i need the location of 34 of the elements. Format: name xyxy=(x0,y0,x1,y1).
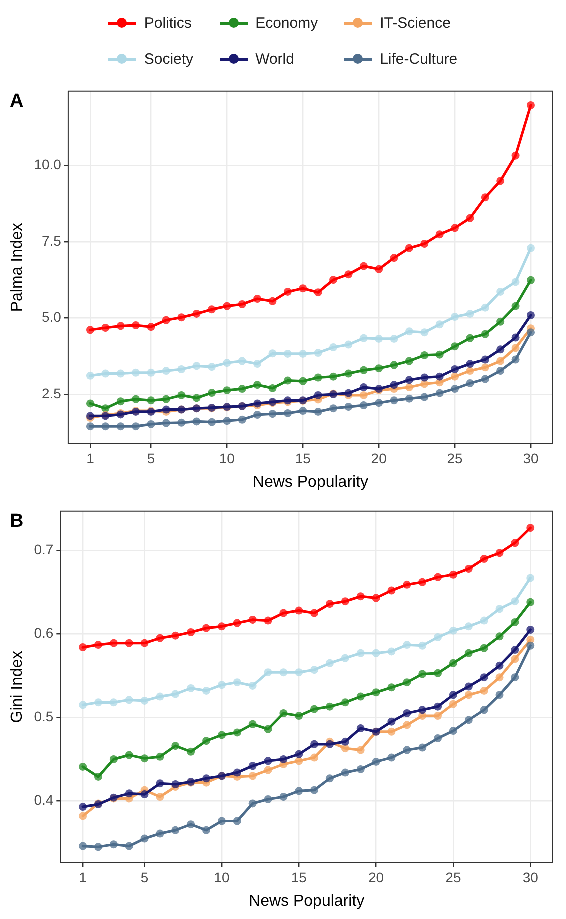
x-tick-label: 1 xyxy=(86,450,95,466)
x-tick-label: 5 xyxy=(147,450,156,466)
legend-label: IT-Science xyxy=(380,14,451,32)
y-axis-title: Palma Index xyxy=(9,223,26,312)
y-tick-label: 0.4 xyxy=(34,792,54,808)
y-tick-label: 5.0 xyxy=(42,309,62,326)
x-tick-label: 20 xyxy=(371,450,388,466)
x-tick-label: 30 xyxy=(522,869,539,886)
y-tick-label: 10.0 xyxy=(34,156,62,172)
x-tick-label: 30 xyxy=(523,450,539,466)
x-tick-label: 25 xyxy=(446,869,462,886)
legend-label: Life-Culture xyxy=(380,50,458,68)
x-tick-label: 1 xyxy=(79,869,88,886)
y-axis-title: Gini Index xyxy=(9,651,26,724)
x-tick-label: 10 xyxy=(219,450,236,466)
x-axis-title: News Popularity xyxy=(249,892,365,910)
x-tick-label: 5 xyxy=(140,869,149,886)
y-tick-label: 0.6 xyxy=(34,625,54,642)
legend-label: Politics xyxy=(144,14,192,32)
y-tick-label: 0.7 xyxy=(34,542,54,558)
y-tick-label: 2.5 xyxy=(42,385,62,402)
legend-label: Economy xyxy=(256,14,318,32)
y-tick-label: 0.5 xyxy=(34,708,54,725)
legend-label: Society xyxy=(144,50,194,68)
chart-title: B xyxy=(10,511,24,532)
x-tick-label: 10 xyxy=(214,869,230,886)
x-tick-label: 25 xyxy=(447,450,464,466)
x-axis-title: News Popularity xyxy=(252,474,369,491)
chart-title: A xyxy=(10,91,24,112)
x-tick-label: 15 xyxy=(295,450,312,466)
legend-label: World xyxy=(256,50,294,68)
x-tick-label: 20 xyxy=(368,869,384,886)
y-tick-label: 7.5 xyxy=(42,232,62,249)
x-tick-label: 15 xyxy=(291,869,308,886)
